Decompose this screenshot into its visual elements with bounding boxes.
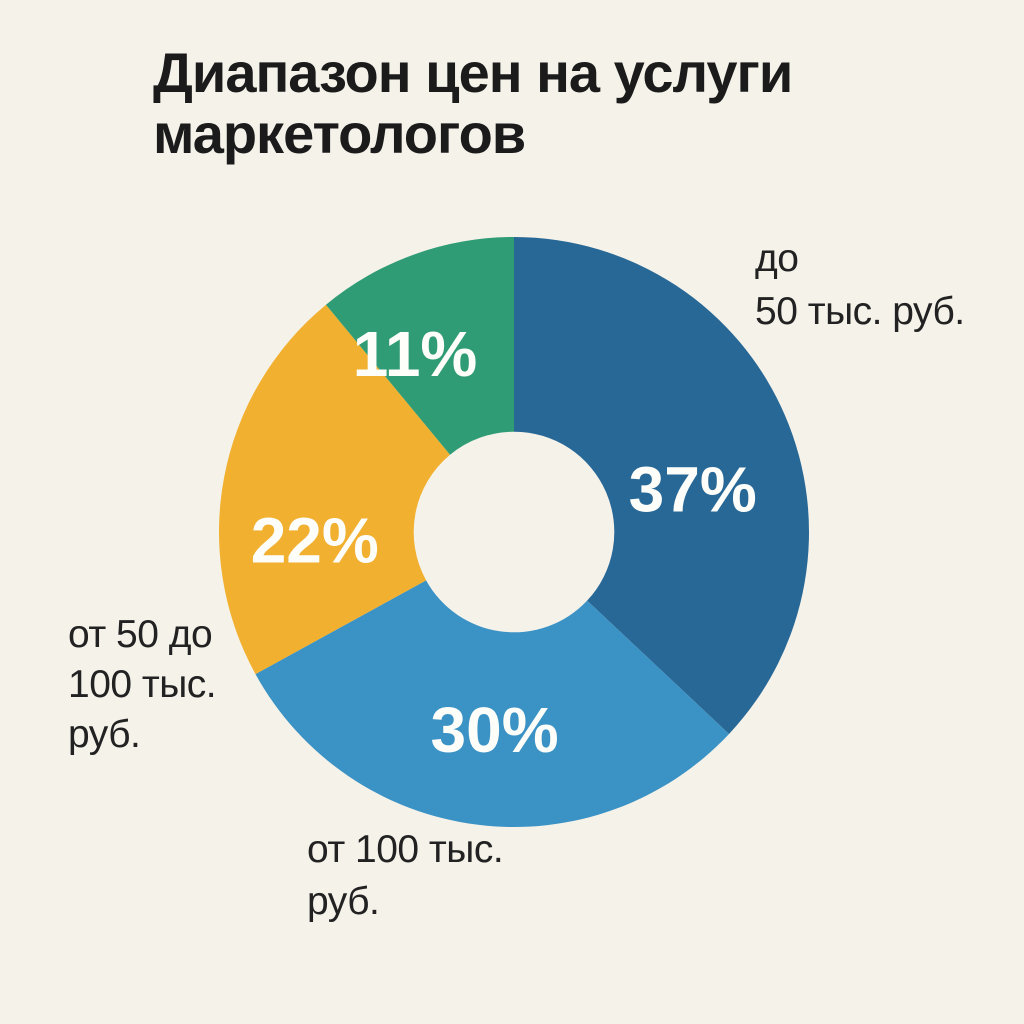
annotation-line: до [755,237,799,280]
annotation-line: от 50 до [68,613,213,656]
chart-title: Диапазон цен на услуги маркетологов [153,41,793,165]
pie-slice-2 [255,580,730,828]
annotation-line: от 100 тыс. [307,828,504,871]
pie-slice-1 [514,237,809,734]
pie-slice-4 [325,237,514,455]
annotation-line: руб. [68,713,141,756]
annotation-50k-to-100k: от 50 до 100 тыс. руб. [68,610,217,760]
annotation-over-100k: от 100 тыс. руб. [307,824,504,928]
pie-slice-pct-label-3: 22% [251,505,379,577]
annotation-line: 100 тыс. [68,663,217,706]
pie-slice-pct-label-4: 11% [353,318,478,390]
pie-slice-pct-label-1: 37% [629,454,757,526]
chart-title-line-2: маркетологов [153,102,526,165]
chart-title-line-1: Диапазон цен на услуги [153,41,793,104]
annotation-under-50k: до 50 тыс. руб. [755,232,965,338]
annotation-line: руб. [307,880,380,923]
pie-slice-pct-label-2: 30% [431,694,559,766]
annotation-line: 50 тыс. руб. [755,290,965,333]
pie-slice-3 [219,304,451,675]
